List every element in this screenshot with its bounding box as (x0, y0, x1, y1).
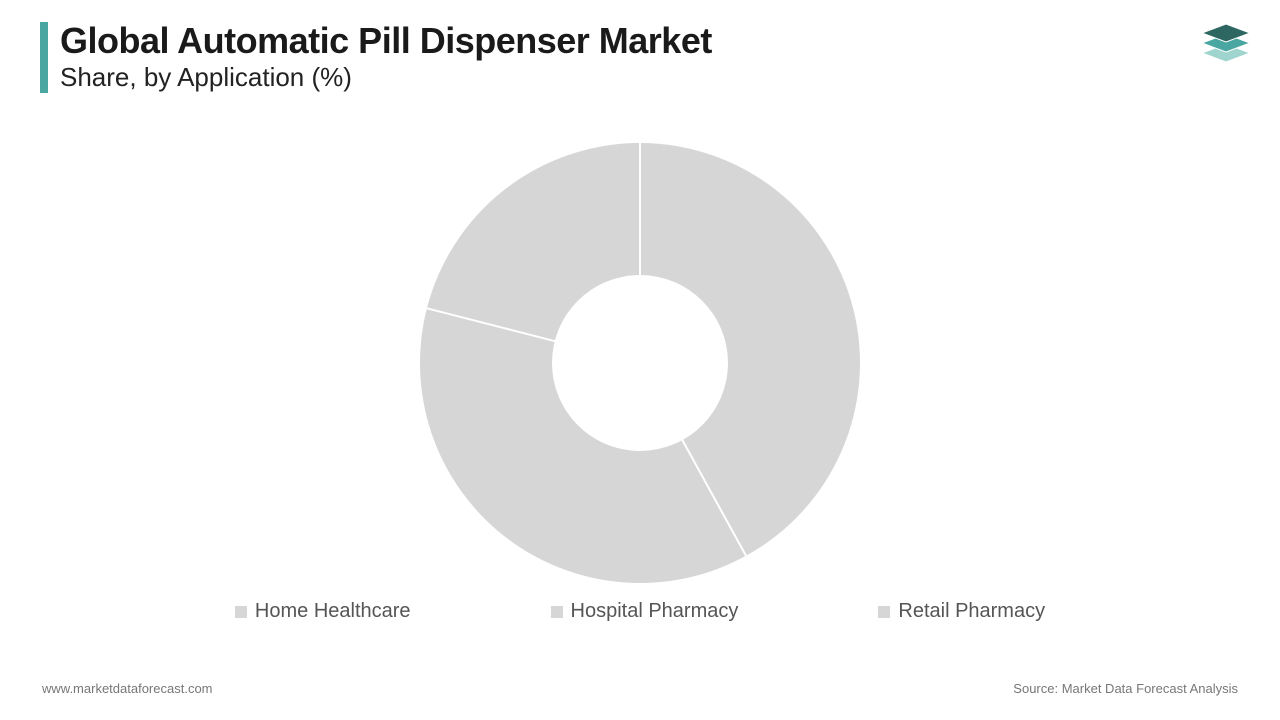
chart-area (0, 128, 1280, 598)
legend-item-retail-pharmacy: Retail Pharmacy (878, 600, 1045, 623)
title-block: Global Automatic Pill Dispenser Market S… (40, 22, 712, 93)
legend-item-home-healthcare: Home Healthcare (235, 600, 411, 623)
legend-swatch (878, 606, 890, 618)
donut-hole (552, 275, 728, 451)
donut-chart (420, 143, 860, 583)
chart-title: Global Automatic Pill Dispenser Market (60, 22, 712, 60)
accent-bar (40, 22, 48, 93)
legend-swatch (235, 606, 247, 618)
chart-subtitle: Share, by Application (%) (60, 62, 712, 93)
legend-label: Home Healthcare (255, 600, 411, 623)
legend-swatch (551, 606, 563, 618)
legend-label: Hospital Pharmacy (571, 600, 739, 623)
page-root: Global Automatic Pill Dispenser Market S… (0, 0, 1280, 720)
legend-label: Retail Pharmacy (898, 600, 1045, 623)
legend-item-hospital-pharmacy: Hospital Pharmacy (551, 600, 739, 623)
stack-icon (1198, 18, 1254, 74)
titles: Global Automatic Pill Dispenser Market S… (60, 22, 712, 93)
footer-source: Source: Market Data Forecast Analysis (1013, 681, 1238, 696)
footer-url: www.marketdataforecast.com (42, 681, 213, 696)
legend: Home Healthcare Hospital Pharmacy Retail… (0, 600, 1280, 623)
brand-logo (1198, 18, 1254, 79)
